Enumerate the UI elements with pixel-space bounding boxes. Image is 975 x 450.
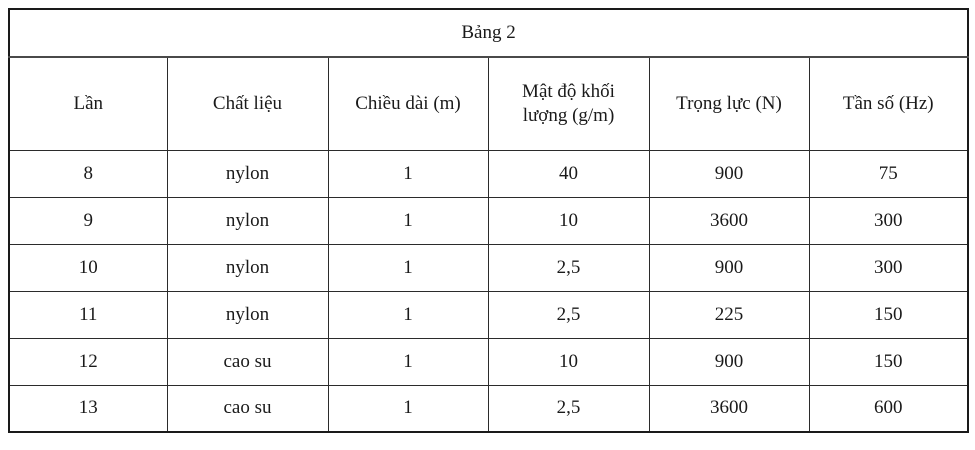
cell-trong-luc: 900 [648, 337, 810, 386]
cell-mat-do: 10 [487, 337, 650, 386]
cell-chat-lieu: cao su [166, 337, 329, 386]
table-row: 10 nylon 1 2,5 900 300 [8, 243, 969, 292]
header-lan: Lần [8, 56, 168, 151]
cell-chat-lieu: nylon [166, 149, 329, 198]
table-row: 11 nylon 1 2,5 225 150 [8, 290, 969, 339]
cell-lan: 12 [8, 337, 168, 386]
cell-lan: 10 [8, 243, 168, 292]
header-chieu-dai: Chiều dài (m) [327, 56, 489, 151]
cell-trong-luc: 3600 [648, 196, 810, 245]
cell-chieu-dai: 1 [327, 196, 489, 245]
table-row: 13 cao su 1 2,5 3600 600 [8, 384, 969, 433]
cell-tan-so: 150 [808, 337, 969, 386]
cell-lan: 13 [8, 384, 168, 433]
header-trong-luc: Trọng lực (N) [648, 56, 810, 151]
cell-chieu-dai: 1 [327, 243, 489, 292]
cell-mat-do: 2,5 [487, 243, 650, 292]
cell-trong-luc: 900 [648, 149, 810, 198]
table-row: 8 nylon 1 40 900 75 [8, 149, 969, 198]
cell-tan-so: 150 [808, 290, 969, 339]
cell-tan-so: 600 [808, 384, 969, 433]
cell-chat-lieu: cao su [166, 384, 329, 433]
cell-chieu-dai: 1 [327, 149, 489, 198]
table-title: Bảng 2 [8, 8, 969, 58]
cell-mat-do: 10 [487, 196, 650, 245]
cell-lan: 8 [8, 149, 168, 198]
cell-chieu-dai: 1 [327, 290, 489, 339]
cell-trong-luc: 225 [648, 290, 810, 339]
header-tan-so: Tần số (Hz) [808, 56, 969, 151]
cell-tan-so: 75 [808, 149, 969, 198]
cell-chieu-dai: 1 [327, 337, 489, 386]
table-row: 12 cao su 1 10 900 150 [8, 337, 969, 386]
cell-chat-lieu: nylon [166, 243, 329, 292]
cell-tan-so: 300 [808, 243, 969, 292]
header-chat-lieu: Chất liệu [166, 56, 329, 151]
cell-mat-do: 2,5 [487, 384, 650, 433]
table-body: 8 nylon 1 40 900 75 9 nylon 1 10 3600 30… [8, 149, 969, 433]
cell-lan: 9 [8, 196, 168, 245]
table-title-row: Bảng 2 [8, 8, 969, 58]
cell-mat-do: 2,5 [487, 290, 650, 339]
table-header-row: Lần Chất liệu Chiều dài (m) Mật độ khối … [8, 56, 969, 151]
cell-lan: 11 [8, 290, 168, 339]
cell-trong-luc: 900 [648, 243, 810, 292]
cell-mat-do: 40 [487, 149, 650, 198]
cell-trong-luc: 3600 [648, 384, 810, 433]
cell-chieu-dai: 1 [327, 384, 489, 433]
cell-tan-so: 300 [808, 196, 969, 245]
table-row: 9 nylon 1 10 3600 300 [8, 196, 969, 245]
bang-2-table: Bảng 2 Lần Chất liệu Chiều dài (m) Mật đ… [8, 8, 970, 433]
cell-chat-lieu: nylon [166, 290, 329, 339]
header-mat-do-khoi-luong: Mật độ khối lượng (g/m) [487, 56, 650, 151]
cell-chat-lieu: nylon [166, 196, 329, 245]
